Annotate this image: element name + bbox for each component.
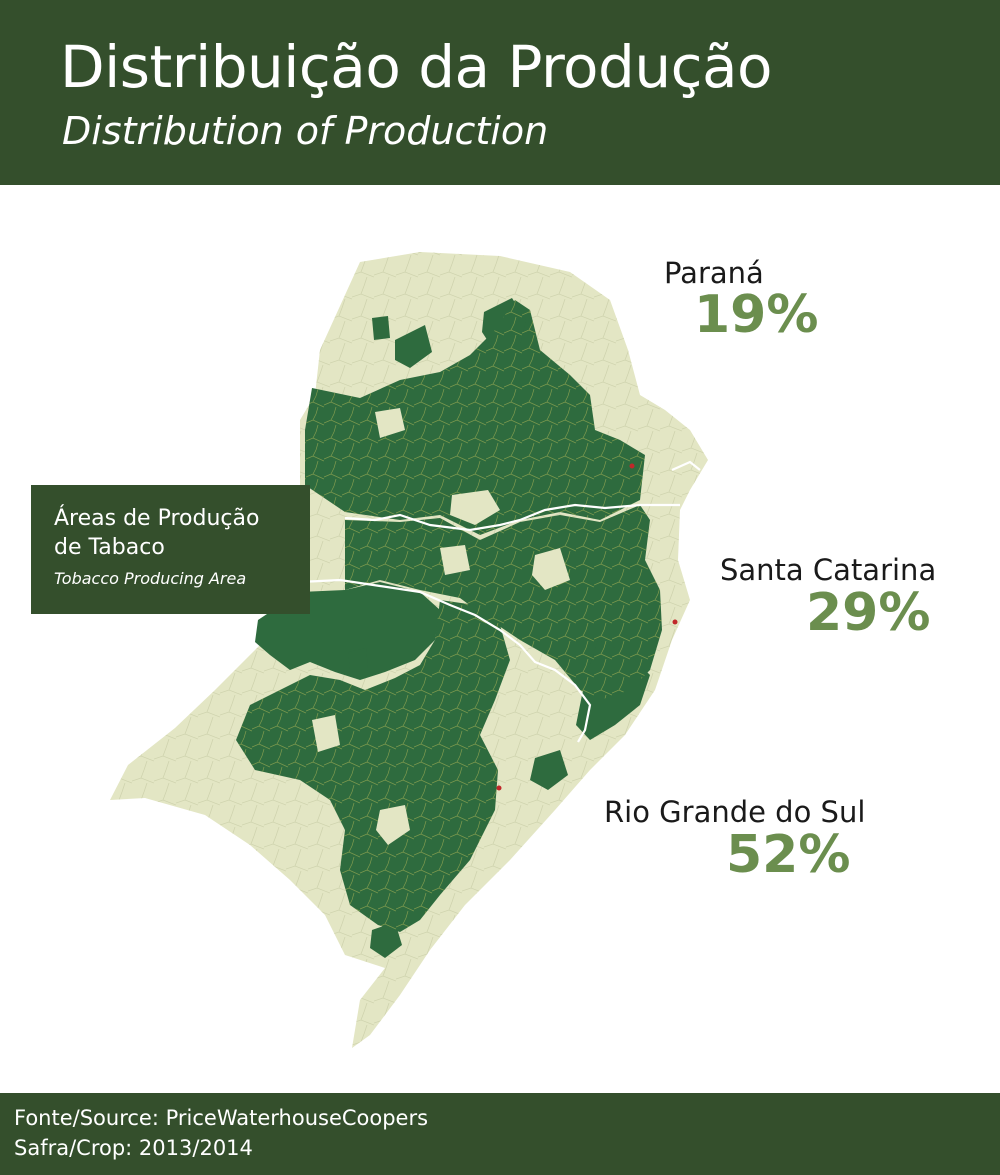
map bbox=[110, 252, 708, 1048]
state-name-rio-grande-do-sul: Rio Grande do Sul bbox=[604, 795, 866, 829]
header: Distribuição da Produção Distribution of… bbox=[0, 0, 1000, 185]
marker-porto-alegre bbox=[496, 785, 502, 791]
page-subtitle: Distribution of Production bbox=[62, 109, 549, 153]
state-share-parana: 19% bbox=[694, 285, 819, 345]
state-name-parana: Paraná bbox=[664, 256, 764, 290]
state-share-rio-grande-do-sul: 52% bbox=[726, 825, 851, 885]
state-share-santa-catarina: 29% bbox=[806, 583, 931, 643]
border-santa-catarina-rio-grande-do-sul bbox=[299, 578, 592, 743]
state-borders bbox=[299, 460, 701, 743]
marker-curitiba bbox=[629, 463, 635, 469]
footer: Fonte/Source: PriceWaterhouseCoopers Saf… bbox=[0, 1093, 1000, 1175]
tobacco-patch-1 bbox=[372, 316, 390, 340]
marker-florianopolis bbox=[672, 619, 678, 625]
tobacco-patch-5 bbox=[370, 922, 402, 958]
state-name-santa-catarina: Santa Catarina bbox=[720, 553, 937, 587]
tobacco-patch-6 bbox=[348, 648, 368, 672]
crop-text: Safra/Crop: 2013/2014 bbox=[14, 1136, 253, 1160]
tobacco-patch-4 bbox=[530, 750, 568, 790]
coastal-line-parana bbox=[671, 460, 701, 472]
legend-label-english: Tobacco Producing Area bbox=[54, 569, 247, 588]
border-parana-santa-catarina bbox=[344, 503, 680, 532]
tobacco-municipality-borders bbox=[236, 300, 662, 932]
legend-label: Áreas de Produção bbox=[54, 506, 260, 531]
legend: Áreas de Produção de Tabaco Tobacco Prod… bbox=[31, 485, 310, 614]
tobacco-patch-2 bbox=[395, 325, 432, 368]
source-text: Fonte/Source: PriceWaterhouseCoopers bbox=[14, 1106, 429, 1130]
non-tobacco-holes bbox=[312, 408, 570, 845]
legend-label-cont: de Tabaco bbox=[54, 535, 165, 560]
page-title: Distribuição da Produção bbox=[60, 33, 773, 101]
capital-markers bbox=[496, 463, 678, 791]
